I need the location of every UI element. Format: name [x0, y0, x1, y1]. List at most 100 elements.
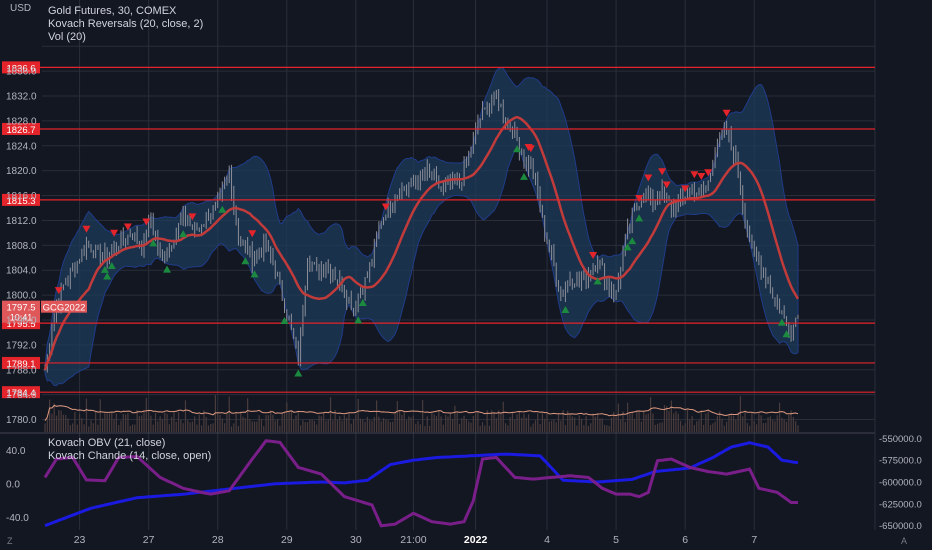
volume-bar — [76, 424, 78, 432]
volume-bar — [486, 410, 488, 432]
auto-scale-button[interactable]: A — [901, 536, 908, 546]
volume-bar — [180, 419, 182, 432]
obv-tick-label: -650000.0 — [879, 521, 922, 532]
level-tag — [2, 386, 40, 399]
volume-bar — [378, 416, 380, 432]
volume-bar — [594, 416, 596, 432]
buy-marker — [358, 298, 367, 306]
time-tick-label: 5 — [613, 534, 619, 546]
legend-osc-chande[interactable]: Kovach Chande (14, close, open) — [48, 450, 212, 462]
buy-marker — [149, 239, 158, 247]
volume-bar — [574, 417, 576, 432]
volume-bar — [686, 409, 689, 432]
last-price-label: 1797.5 — [6, 303, 35, 314]
time-tick-label: 21:00 — [400, 534, 426, 546]
volume-bar — [97, 424, 99, 432]
level-tag — [2, 61, 40, 74]
volume-bar — [346, 417, 348, 432]
volume-bar — [159, 416, 161, 432]
time-tick-label: 28 — [212, 534, 224, 546]
volume-bar — [684, 423, 686, 432]
volume-bar — [251, 421, 253, 432]
last-price-countdown: 10:41 — [10, 313, 33, 323]
sell-marker — [381, 203, 390, 211]
volume-bar — [366, 416, 368, 432]
volume-bar — [371, 420, 373, 432]
volume-bar — [410, 417, 412, 432]
volume-bar — [603, 424, 606, 432]
volume-bar — [654, 424, 656, 432]
volume-bar — [51, 413, 53, 432]
volume-bar — [293, 419, 295, 432]
volume-bar — [737, 412, 739, 432]
buy-marker — [635, 214, 644, 222]
buy-marker — [513, 145, 522, 153]
legend-main-title[interactable]: Gold Futures, 30, COMEX — [48, 5, 177, 17]
sell-marker — [697, 173, 706, 181]
volume-bar — [198, 414, 200, 432]
kovach-midline — [43, 115, 800, 371]
volume-bar — [790, 410, 792, 432]
level-label: 1826.7 — [6, 125, 35, 136]
volume-bar — [433, 414, 435, 432]
volume-bar — [488, 425, 491, 432]
symbol-label: GCG2022 — [43, 303, 86, 314]
volume-bar — [382, 418, 385, 432]
volume-pane — [44, 395, 799, 432]
volume-bar — [145, 397, 147, 432]
legend-indicator-reversals[interactable]: Kovach Reversals (20, close, 2) — [48, 18, 204, 30]
volume-bar — [518, 411, 520, 432]
volume-bar — [468, 421, 470, 432]
volume-bar — [484, 425, 486, 432]
volume-bar — [525, 417, 527, 432]
volume-bar — [281, 413, 283, 432]
sell-marker — [644, 174, 653, 182]
volume-bar — [707, 411, 709, 432]
volume-bar — [334, 409, 336, 432]
volume-bar — [90, 420, 92, 432]
legend-osc-obv[interactable]: Kovach OBV (21, close) — [48, 437, 166, 449]
volume-bar — [677, 413, 679, 432]
volume-bar — [396, 401, 398, 432]
volume-bar — [617, 403, 619, 432]
volume-bar — [514, 419, 516, 432]
volume-bar — [196, 424, 198, 432]
sell-marker — [54, 287, 63, 295]
volume-bar — [320, 416, 322, 432]
buy-marker — [163, 265, 172, 273]
volume-bar — [778, 402, 781, 432]
currency-label[interactable]: USD — [10, 3, 32, 14]
volume-bar — [339, 416, 341, 432]
volume-bar — [300, 425, 302, 432]
volume-bar — [709, 424, 712, 432]
volume-bar — [689, 419, 691, 432]
volume-bar — [776, 415, 778, 432]
buy-marker — [777, 318, 786, 326]
volume-bar — [380, 421, 382, 432]
volume-bar — [481, 422, 484, 432]
volume-bar — [523, 413, 525, 432]
volume-bar — [511, 411, 514, 432]
oscillator-pane — [43, 439, 799, 528]
zoom-button[interactable]: Z — [7, 536, 13, 546]
legend-indicator-volume[interactable]: Vol (20) — [48, 31, 86, 43]
volume-bar — [235, 413, 237, 432]
volume-bar — [613, 411, 615, 432]
horizontal-levels[interactable]: 1836.6 1826.7 1815.3 1795.5 1789.1 1784.4 1797… — [2, 61, 875, 399]
volume-bar — [313, 420, 316, 432]
volume-bar — [440, 416, 442, 432]
volume-bar — [256, 421, 258, 432]
volume-bar — [442, 424, 444, 432]
volume-bar — [387, 420, 389, 432]
volume-bar — [177, 412, 180, 432]
volume-bar — [95, 411, 97, 432]
volume-bar — [161, 419, 164, 432]
volume-bar — [191, 421, 193, 432]
volume-bar — [78, 413, 81, 432]
volume-bar — [150, 415, 152, 432]
volume-bar — [647, 413, 649, 432]
volume-bar — [509, 416, 511, 432]
volume-bar — [749, 425, 751, 432]
volume-bar — [663, 404, 666, 432]
